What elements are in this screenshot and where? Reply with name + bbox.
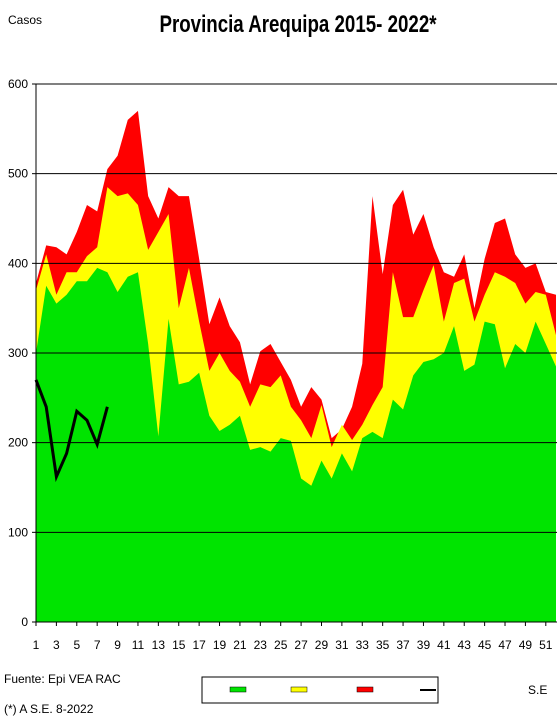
x-tick-label: 35 [376, 638, 390, 652]
x-tick-label: 11 [132, 638, 145, 652]
legend-swatch [229, 686, 247, 693]
y-tick-label: 500 [8, 167, 28, 181]
x-tick-label: 13 [152, 638, 166, 652]
source-note: Fuente: Epi VEA RAC [4, 672, 121, 686]
x-tick-label: 23 [254, 638, 268, 652]
area-series-0 [36, 267, 556, 622]
y-tick-label: 400 [8, 256, 28, 270]
y-tick-label: 200 [8, 436, 28, 450]
x-tick-label: 21 [233, 638, 247, 652]
x-tick-label: 47 [498, 638, 512, 652]
y-tick-label: 0 [21, 615, 28, 629]
x-tick-label: 39 [417, 638, 431, 652]
gridlines [36, 83, 557, 533]
x-tick-label: 49 [519, 638, 533, 652]
y-tick-labels: 0 100 200 300 400 500 600 [8, 77, 28, 629]
line-series-0 [34, 379, 109, 483]
x-tick-label: 31 [335, 638, 349, 652]
y-tick-label: 300 [8, 346, 28, 360]
x-tick-label: 5 [73, 638, 80, 652]
x-tick-label: 37 [396, 638, 410, 652]
x-tick-label: 29 [315, 638, 329, 652]
area-layers [36, 110, 556, 623]
x-tick-label: 9 [114, 638, 121, 652]
legend-swatch [290, 686, 308, 693]
x-tick-label: 43 [458, 638, 472, 652]
legend [201, 676, 439, 704]
x-tick-label: 45 [478, 638, 492, 652]
x-tick-label: 51 [539, 638, 553, 652]
axes [32, 83, 557, 626]
x-tick-label: 15 [172, 638, 186, 652]
y-tick-label: 100 [8, 525, 28, 539]
x-tick-label: 7 [94, 638, 101, 652]
x-tick-label: 3 [53, 638, 60, 652]
date-note: (*) A S.E. 8-2022 [4, 702, 94, 716]
x-tick-label: 17 [192, 638, 206, 652]
x-tick-label: 27 [294, 638, 308, 652]
chart-title: Provincia Arequipa 2015- 2022* [159, 11, 437, 38]
x-tick-labels: 1 3 5 7 9 11 13 15 17 19 21 23 25 27 29 31 33 35 37 39 41 43 4… [33, 638, 553, 652]
x-tick-label: 19 [213, 638, 227, 652]
x-tick-label: 25 [274, 638, 288, 652]
y-tick-label: 600 [8, 77, 28, 91]
line-series [34, 379, 109, 483]
x-tick-label: 1 [33, 638, 40, 652]
x-tick-label: 33 [356, 638, 370, 652]
y-axis-label: Casos [8, 13, 42, 27]
legend-swatch [356, 686, 374, 693]
x-tick-label: 41 [437, 638, 451, 652]
x-axis-label: S.E [528, 683, 547, 697]
